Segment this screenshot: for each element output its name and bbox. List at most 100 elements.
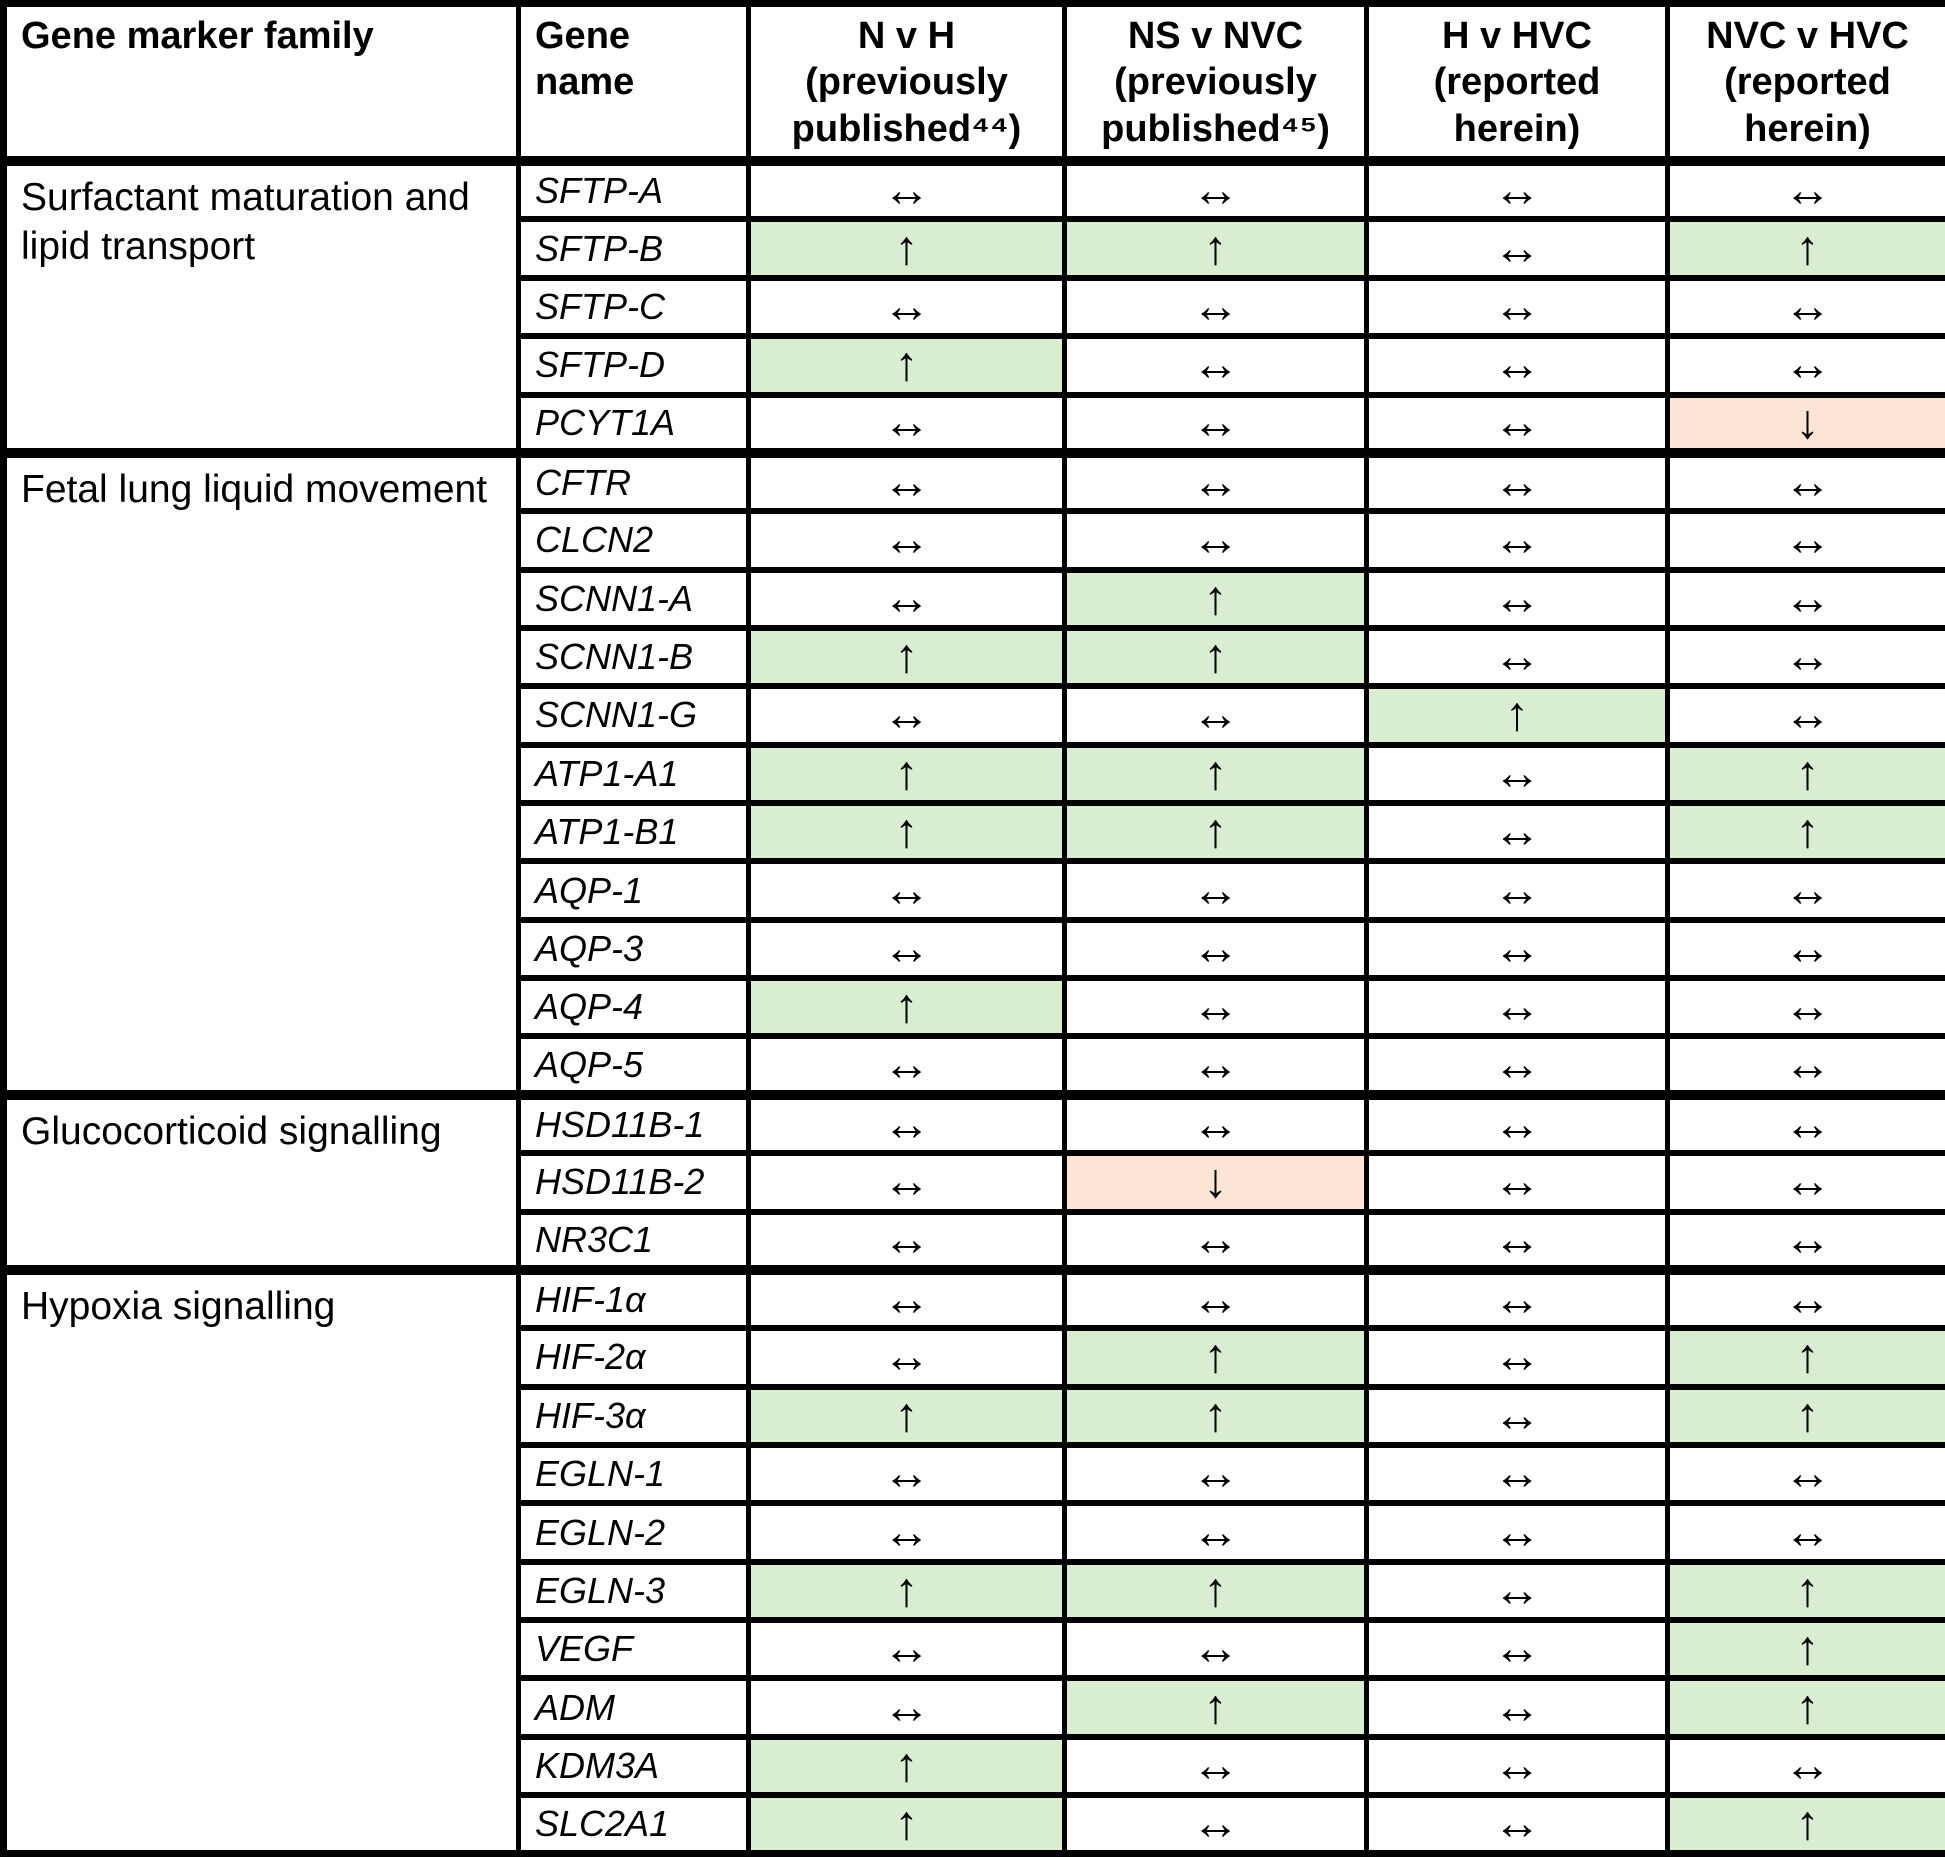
- up-arrow-icon: ↑: [1795, 1680, 1820, 1734]
- expression-cell: ↔: [746, 1150, 1067, 1215]
- expression-cell: ↔: [746, 274, 1067, 340]
- table-row: ATP1-B1 ↑ ↑ ↔ ↑: [4, 800, 1945, 865]
- gene-name-cell: EGLN-1: [516, 1441, 751, 1507]
- expression-cell: ↔: [1364, 566, 1670, 631]
- left-right-arrow-icon: ↔: [1493, 1098, 1541, 1151]
- up-arrow-icon: ↑: [1203, 221, 1228, 275]
- table-row: HIF-3α ↑ ↑ ↔ ↑: [4, 1383, 1945, 1449]
- left-right-arrow-icon: ↔: [1783, 1155, 1832, 1209]
- expression-cell: ↔: [1665, 858, 1945, 923]
- expression-cell: ↔: [1364, 916, 1670, 982]
- expression-cell: ↔: [1364, 216, 1670, 281]
- expression-cell: ↔: [1062, 975, 1369, 1040]
- down-arrow-icon: ↓: [1203, 1155, 1228, 1209]
- expression-cell: ↔: [1062, 1264, 1369, 1332]
- expression-cell: ↔: [1062, 391, 1369, 456]
- left-right-arrow-icon: ↔: [1493, 805, 1541, 859]
- expression-cell: ↔: [1364, 1325, 1670, 1390]
- expression-cell: ↔: [1364, 1089, 1670, 1157]
- expression-cell: ↔: [1665, 916, 1945, 982]
- left-right-arrow-icon: ↔: [1493, 513, 1541, 567]
- table-row: NR3C1 ↔ ↔ ↔ ↔: [4, 1208, 1945, 1273]
- expression-cell: ↔: [1665, 1208, 1945, 1273]
- left-right-arrow-icon: ↔: [1191, 1797, 1240, 1851]
- expression-cell: ↔: [746, 566, 1067, 631]
- left-right-arrow-icon: ↔: [1493, 1037, 1541, 1091]
- up-arrow-icon: ↑: [1795, 1330, 1820, 1384]
- up-arrow-icon: ↑: [1203, 1330, 1228, 1384]
- expression-cell: ↔: [746, 508, 1067, 573]
- left-right-arrow-icon: ↔: [1493, 980, 1541, 1034]
- family-cell: Fetal lung liquid movement: [1, 447, 521, 1098]
- expression-cell: ↔: [1665, 1150, 1945, 1215]
- gene-name-cell: HIF-3α: [516, 1383, 751, 1449]
- header-row: Gene marker family Gene name N v H (previo…: [1, 1, 1945, 165]
- table-row: Hypoxia signalling HIF-1α ↔ ↔ ↔ ↔: [1, 1264, 1945, 1856]
- expression-cell: ↔: [746, 391, 1067, 456]
- up-arrow-icon: ↑: [894, 746, 919, 800]
- expression-cell: ↔: [1364, 1150, 1670, 1215]
- left-right-arrow-icon: ↔: [882, 279, 931, 333]
- expression-cell: ↑: [1665, 1325, 1945, 1390]
- up-arrow-icon: ↑: [1203, 1563, 1228, 1617]
- left-right-arrow-icon: ↔: [1191, 1738, 1240, 1792]
- expression-cell: ↔: [746, 1675, 1067, 1740]
- expression-cell: ↓: [1665, 391, 1945, 456]
- table-row: EGLN-1 ↔ ↔ ↔ ↔: [4, 1441, 1945, 1507]
- table-row: AQP-1 ↔ ↔ ↔ ↔: [4, 858, 1945, 923]
- left-right-arrow-icon: ↔: [1191, 980, 1240, 1034]
- expression-cell: ↑: [746, 800, 1067, 865]
- expression-cell: ↔: [1665, 274, 1945, 340]
- expression-cell: ↔: [1364, 1675, 1670, 1740]
- up-arrow-icon: ↑: [1795, 1388, 1820, 1442]
- expression-cell: ↑: [1665, 216, 1945, 281]
- expression-cell: ↔: [1062, 447, 1369, 515]
- left-right-arrow-icon: ↔: [1783, 1505, 1832, 1559]
- expression-cell: ↔: [1665, 1089, 1945, 1157]
- expression-cell: ↔: [746, 916, 1067, 982]
- left-right-arrow-icon: ↔: [1493, 338, 1541, 392]
- column-header-h-v-hvc: H v HVC (reported herein): [1364, 1, 1670, 165]
- table-row: AQP-4 ↑ ↔ ↔ ↔: [4, 975, 1945, 1040]
- expression-cell: ↑: [1062, 1675, 1369, 1740]
- left-right-arrow-icon: ↔: [1783, 513, 1832, 567]
- expression-cell: ↔: [1062, 1617, 1369, 1682]
- expression-cell: ↔: [1062, 683, 1369, 748]
- expression-cell: ↔: [1364, 741, 1670, 807]
- left-right-arrow-icon: ↔: [1493, 1447, 1541, 1501]
- left-right-arrow-icon: ↔: [1493, 746, 1541, 800]
- expression-cell: ↔: [1665, 566, 1945, 631]
- gene-name-cell: AQP-1: [516, 858, 751, 923]
- expression-cell: ↔: [1062, 1733, 1369, 1799]
- expression-cell: ↔: [1364, 391, 1670, 456]
- left-right-arrow-icon: ↔: [882, 1273, 931, 1327]
- left-right-arrow-icon: ↔: [1191, 338, 1240, 392]
- left-right-arrow-icon: ↔: [1493, 571, 1541, 625]
- table-row: SFTP-B ↑ ↑ ↔ ↑: [4, 216, 1945, 281]
- left-right-arrow-icon: ↔: [1783, 1273, 1832, 1327]
- expression-cell: ↔: [1062, 333, 1369, 398]
- table-row: SCNN1-A ↔ ↑ ↔ ↔: [4, 566, 1945, 631]
- expression-cell: ↔: [1062, 1089, 1369, 1157]
- gene-name-cell: CFTR: [516, 447, 751, 515]
- expression-cell: ↔: [1364, 1264, 1670, 1332]
- left-right-arrow-icon: ↔: [1191, 1447, 1240, 1501]
- expression-cell: ↔: [1665, 447, 1945, 515]
- expression-cell: ↔: [1062, 1033, 1369, 1098]
- left-right-arrow-icon: ↔: [1493, 1622, 1541, 1676]
- gene-name-cell: HIF-1α: [516, 1264, 751, 1332]
- gene-name-cell: ATP1-B1: [516, 800, 751, 865]
- expression-cell: ↔: [1665, 156, 1945, 223]
- up-arrow-icon: ↑: [1203, 571, 1228, 625]
- expression-cell: ↑: [1062, 1383, 1369, 1449]
- up-arrow-icon: ↑: [894, 1563, 919, 1617]
- left-right-arrow-icon: ↔: [1783, 164, 1832, 218]
- expression-cell: ↔: [1062, 508, 1369, 573]
- expression-cell: ↔: [746, 1325, 1067, 1390]
- expression-cell: ↑: [1665, 1792, 1945, 1857]
- expression-cell: ↑: [746, 1792, 1067, 1857]
- left-right-arrow-icon: ↔: [882, 571, 931, 625]
- table-row: EGLN-3 ↑ ↑ ↔ ↑: [4, 1558, 1945, 1624]
- expression-cell: ↔: [1364, 1441, 1670, 1507]
